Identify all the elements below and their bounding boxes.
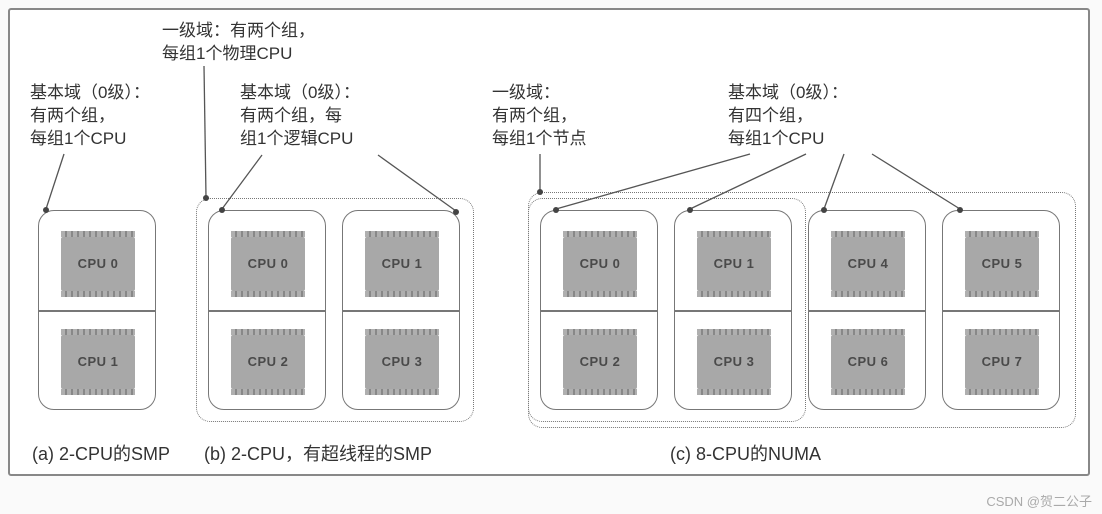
chip-icon: CPU 3 (365, 335, 439, 389)
card-divider (541, 310, 657, 312)
chip-icon: CPU 3 (697, 335, 771, 389)
card-divider (675, 310, 791, 312)
chip-label: CPU 1 (61, 354, 135, 369)
annot-basic-a: 基本域（0级）： 有两个组， 每组1个CPU (30, 82, 150, 151)
chip-icon: CPU 6 (831, 335, 905, 389)
cpu-card-c2: CPU 4 CPU 6 (808, 210, 926, 410)
chip-icon: CPU 0 (61, 237, 135, 291)
chip-label: CPU 2 (563, 354, 637, 369)
cpu-card-c3: CPU 5 CPU 7 (942, 210, 1060, 410)
annot-basic-c: 基本域（0级）： 有四个组， 每组1个CPU (728, 82, 848, 151)
chip-icon: CPU 4 (831, 237, 905, 291)
cpu-card-b1: CPU 1 CPU 3 (342, 210, 460, 410)
caption-a: (a) 2-CPU的SMP (32, 440, 170, 466)
chip-icon: CPU 0 (563, 237, 637, 291)
cpu-card-b0: CPU 0 CPU 2 (208, 210, 326, 410)
annot-level1-c: 一级域： 有两个组， 每组1个节点 (492, 82, 586, 151)
chip-icon: CPU 1 (365, 237, 439, 291)
annot-basic-b: 基本域（0级）： 有两个组，每 组1个逻辑CPU (240, 82, 360, 151)
chip-label: CPU 4 (831, 256, 905, 271)
cpu-card-c0: CPU 0 CPU 2 (540, 210, 658, 410)
chip-label: CPU 0 (61, 256, 135, 271)
chip-icon: CPU 0 (231, 237, 305, 291)
chip-label: CPU 2 (231, 354, 305, 369)
chip-icon: CPU 7 (965, 335, 1039, 389)
card-divider (943, 310, 1059, 312)
caption-c: (c) 8-CPU的NUMA (670, 440, 821, 466)
cpu-card-a0: CPU 0 CPU 1 (38, 210, 156, 410)
chip-label: CPU 5 (965, 256, 1039, 271)
chip-icon: CPU 2 (563, 335, 637, 389)
chip-label: CPU 0 (563, 256, 637, 271)
caption-b: (b) 2-CPU，有超线程的SMP (204, 440, 432, 466)
chip-label: CPU 6 (831, 354, 905, 369)
chip-icon: CPU 2 (231, 335, 305, 389)
chip-icon: CPU 1 (697, 237, 771, 291)
chip-label: CPU 3 (697, 354, 771, 369)
chip-label: CPU 7 (965, 354, 1039, 369)
chip-icon: CPU 1 (61, 335, 135, 389)
card-divider (809, 310, 925, 312)
chip-label: CPU 1 (697, 256, 771, 271)
card-divider (343, 310, 459, 312)
card-divider (209, 310, 325, 312)
cpu-card-c1: CPU 1 CPU 3 (674, 210, 792, 410)
chip-label: CPU 3 (365, 354, 439, 369)
card-divider (39, 310, 155, 312)
chip-label: CPU 0 (231, 256, 305, 271)
watermark: CSDN @贺二公子 (986, 491, 1092, 510)
chip-icon: CPU 5 (965, 237, 1039, 291)
chip-label: CPU 1 (365, 256, 439, 271)
annot-level1-b: 一级域：有两个组， 每组1个物理CPU (162, 20, 315, 66)
